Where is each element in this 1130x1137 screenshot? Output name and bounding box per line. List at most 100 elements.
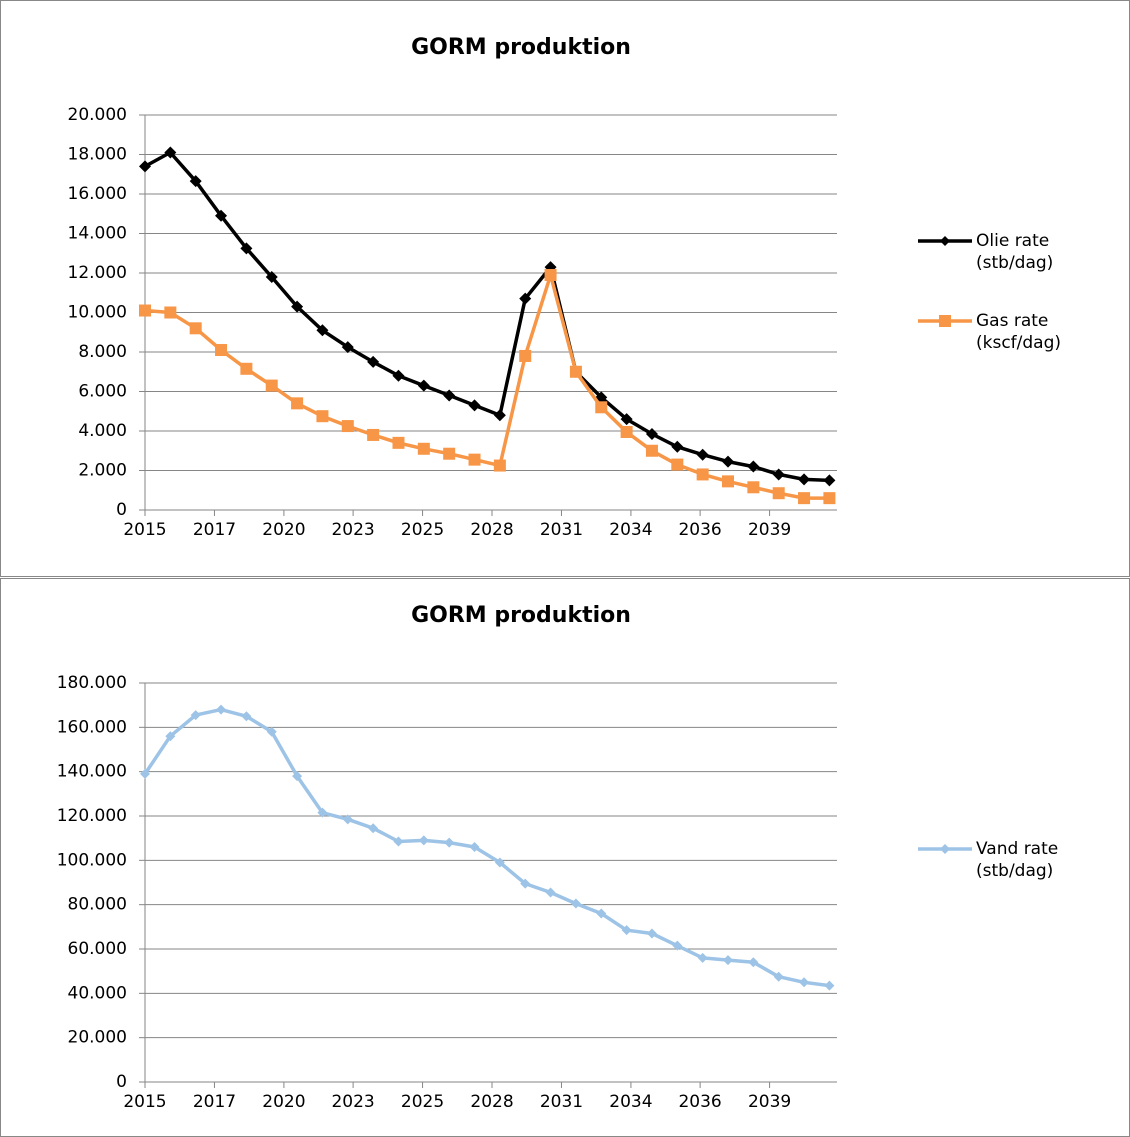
- x-tick-label: 2031: [540, 520, 583, 540]
- marker: [240, 362, 253, 375]
- x-tick-label: 2020: [262, 520, 305, 540]
- marker: [342, 814, 353, 825]
- marker: [748, 957, 759, 968]
- y-tick-label: 20.000: [68, 105, 127, 125]
- series-line: [144, 150, 830, 483]
- x-tick-label: 2036: [678, 520, 721, 540]
- marker: [620, 413, 633, 426]
- x-tick-label: 2023: [331, 1092, 374, 1112]
- marker: [672, 940, 683, 951]
- marker: [367, 355, 380, 368]
- marker: [722, 475, 735, 488]
- marker: [799, 977, 810, 988]
- marker: [696, 468, 709, 481]
- x-tick-label: 2031: [540, 1092, 583, 1112]
- y-tick-label: 10.000: [68, 303, 127, 323]
- marker: [596, 908, 607, 919]
- marker: [494, 857, 505, 868]
- marker: [215, 344, 228, 357]
- y-tick-label: 12.000: [68, 263, 127, 283]
- legend-marker: [940, 236, 950, 246]
- y-tick-label: 16.000: [68, 184, 127, 204]
- marker: [266, 726, 277, 737]
- x-tick-label: 2034: [609, 520, 652, 540]
- legend-label: Vand rate (stb/dag): [976, 839, 1059, 881]
- marker: [367, 428, 380, 441]
- y-tick-label: 100.000: [57, 850, 127, 870]
- chart-frame: [0, 578, 1130, 1137]
- marker: [646, 928, 657, 939]
- series-line: [143, 707, 830, 988]
- y-tick-label: 8.000: [78, 342, 127, 362]
- y-tick-label: 160.000: [57, 717, 127, 737]
- marker: [392, 369, 405, 382]
- x-tick-label: 2025: [401, 1092, 444, 1112]
- marker: [444, 837, 455, 848]
- y-tick-label: 20.000: [68, 1028, 127, 1048]
- marker: [265, 379, 278, 392]
- marker: [291, 300, 304, 313]
- marker: [645, 444, 658, 457]
- marker: [392, 436, 405, 449]
- marker: [798, 473, 811, 486]
- x-tick-label: 2025: [401, 520, 444, 540]
- marker: [519, 349, 532, 362]
- marker: [520, 878, 531, 889]
- x-tick-label: 2039: [748, 520, 791, 540]
- y-tick-label: 14.000: [68, 224, 127, 244]
- marker: [215, 209, 228, 222]
- marker: [241, 711, 252, 722]
- marker: [216, 704, 227, 715]
- chart-frame: [0, 0, 1130, 577]
- legend-label: Olie rate (stb/dag): [976, 231, 1054, 273]
- marker: [341, 341, 354, 354]
- marker: [265, 270, 278, 283]
- marker: [519, 292, 532, 305]
- marker: [722, 455, 735, 468]
- marker: [341, 420, 354, 433]
- chart-title: GORM produktion: [411, 603, 631, 628]
- x-tick-label: 2020: [262, 1092, 305, 1112]
- marker: [443, 447, 456, 460]
- x-tick-label: 2028: [470, 520, 513, 540]
- chart: GORM produktion 0 20.000 40.000 60.000 80.000…: [57, 603, 972, 1112]
- marker: [468, 399, 481, 412]
- marker: [772, 487, 785, 500]
- marker: [417, 442, 430, 455]
- marker: [823, 474, 836, 487]
- marker: [291, 397, 304, 410]
- marker: [773, 971, 784, 982]
- marker: [697, 952, 708, 963]
- marker: [469, 842, 480, 853]
- marker: [468, 453, 481, 466]
- x-tick-label: 2023: [331, 520, 374, 540]
- marker: [645, 427, 658, 440]
- y-tick-label: 40.000: [68, 983, 127, 1003]
- marker: [621, 925, 632, 936]
- marker: [545, 887, 556, 898]
- x-tick-label: 2017: [193, 1092, 236, 1112]
- x-tick-label: 2034: [609, 1092, 652, 1112]
- chart: GORM produktion 0 2.000 4.000 6.000 8.000 10.0…: [68, 35, 972, 540]
- marker: [292, 771, 303, 782]
- x-tick-label: 2017: [193, 520, 236, 540]
- marker: [190, 710, 201, 721]
- y-tick-label: 120.000: [57, 806, 127, 826]
- y-tick-label: 18.000: [68, 145, 127, 165]
- y-tick-label: 60.000: [68, 939, 127, 959]
- marker: [140, 768, 150, 779]
- y-tick-label: 6.000: [78, 382, 127, 402]
- marker: [747, 460, 760, 473]
- marker: [417, 379, 430, 392]
- y-tick-label: 0: [116, 1072, 127, 1092]
- y-tick-label: 140.000: [57, 762, 127, 782]
- y-tick-label: 2.000: [78, 461, 127, 481]
- marker: [671, 440, 684, 453]
- marker: [747, 481, 760, 494]
- marker: [696, 448, 709, 461]
- marker: [139, 160, 151, 173]
- marker: [443, 389, 456, 402]
- series-line: [144, 273, 830, 500]
- x-tick-label: 2028: [470, 1092, 513, 1112]
